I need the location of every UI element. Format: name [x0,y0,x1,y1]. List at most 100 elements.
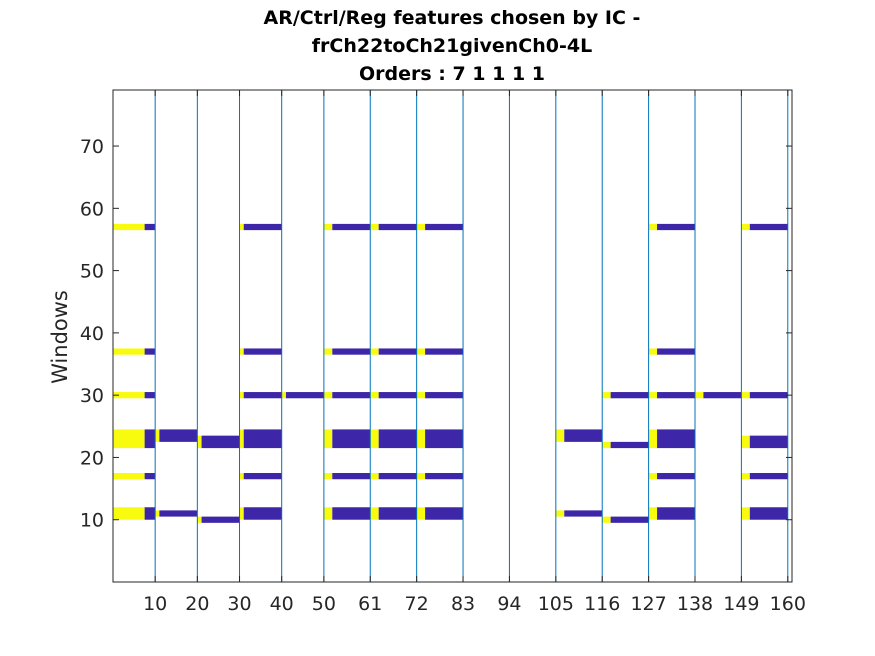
cell-high-s0-r5 [113,223,145,231]
y-tick-label-6: 70 [80,136,104,158]
x-tick-label-9: 105 [538,593,574,615]
cell-high-s1-r1 [155,429,160,442]
cell-high-s12-r0 [741,507,750,520]
cell-high-s9-r0 [602,516,611,523]
y-tick-label-3: 40 [80,323,104,345]
cell-low-s2-r1 [201,435,240,449]
x-tick-label-5: 61 [358,593,382,615]
plot-background [113,90,792,582]
x-tick-label-12: 138 [677,593,713,615]
cell-low-s5-r0 [332,507,371,520]
cell-high-s6-r0 [370,507,379,520]
title-line-2: frCh22toCh21givenCh0-4L [312,35,592,57]
plot-area: 10 20 30 40 50 61 72 83 94 105 116 127 138 149 160 10 2… [80,89,806,615]
y-tick-label-5: 60 [80,198,104,220]
cell-low-s7-r3 [425,392,464,399]
x-axis: 10 20 30 40 50 61 72 83 94 105 116 127 138 149 160 [143,90,806,615]
cell-high-s3-r3 [239,392,244,399]
cell-low-s9-r1 [610,441,649,449]
y-axis-label: Windows [48,290,72,384]
cell-low-s7-r1 [425,473,464,480]
cell-high-s0-r2 [113,429,145,449]
cell-low-s12-r4 [749,223,788,231]
cell-high-s6-r1 [370,473,379,480]
x-tick-label-7: 83 [451,593,475,615]
cell-low-s0-r3 [144,392,156,399]
cell-high-s10-r3 [648,392,658,399]
cell-low-s6-r4 [378,348,417,355]
cell-low-s10-r0 [657,507,695,520]
cell-high-s5-r3 [323,392,333,399]
cell-low-s2-r0 [201,516,240,523]
cell-low-s12-r0 [749,507,788,520]
cell-low-s0-r0 [144,507,156,520]
cell-high-s3-r0 [239,507,244,520]
cell-low-s7-r5 [425,223,464,231]
cell-low-s5-r3 [332,392,371,399]
cell-high-s12-r4 [741,223,750,231]
x-tick-label-0: 10 [143,593,167,615]
cell-low-s3-r3 [243,392,282,399]
cell-high-s10-r5 [648,223,658,231]
y-tick-label-0: 10 [80,510,104,532]
cell-high-s9-r1 [602,441,611,449]
cell-low-s10-r4 [657,348,695,355]
x-tick-label-13: 149 [723,593,759,615]
cell-high-s8-r1 [555,429,565,442]
cell-high-s8-r0 [555,510,565,517]
cell-high-s1-r0 [155,510,160,517]
cell-low-s3-r1 [243,473,282,480]
cell-high-s7-r0 [416,507,426,520]
x-tick-label-2: 30 [227,593,251,615]
cell-high-s6-r2 [370,429,379,449]
cell-low-s0-r5 [144,223,156,231]
cell-high-s3-r5 [239,223,244,231]
title-line-1: AR/Ctrl/Reg features chosen by IC - [264,7,641,29]
cell-high-s10-r0 [648,507,658,520]
cell-high-s6-r3 [370,392,379,399]
cell-low-s11-r0 [703,392,742,399]
cell-high-s6-r4 [370,348,379,355]
cell-low-s8-r1 [564,429,603,442]
cell-low-s5-r4 [332,348,371,355]
cell-low-s3-r2 [243,429,282,449]
cell-low-s5-r5 [332,223,371,231]
cell-low-s8-r0 [564,510,603,517]
cell-high-s5-r2 [323,429,333,449]
cell-high-s4-r0 [281,392,286,399]
cell-high-s7-r5 [416,223,426,231]
y-tick-label-2: 30 [80,385,104,407]
cell-low-s9-r0 [610,516,649,523]
cell-low-s10-r1 [657,473,695,480]
y-tick-label-1: 20 [80,447,104,469]
cell-low-s10-r5 [657,223,695,231]
cell-low-s6-r0 [378,507,417,520]
cell-low-s0-r1 [144,473,156,480]
cell-high-s6-r5 [370,223,379,231]
x-tick-label-1: 20 [185,593,209,615]
cell-high-s9-r2 [602,392,611,399]
cell-high-s5-r4 [323,348,333,355]
cell-low-s7-r0 [425,507,464,520]
cell-high-s2-r1 [197,435,202,449]
x-tick-label-6: 72 [405,593,429,615]
x-tick-label-3: 40 [270,593,294,615]
x-tick-label-11: 127 [630,593,666,615]
cell-high-s7-r3 [416,392,426,399]
cell-high-s7-r2 [416,429,426,449]
title-line-3: Orders : 7 1 1 1 1 [359,63,545,85]
cell-low-s6-r3 [378,392,417,399]
cell-high-s0-r1 [113,473,145,480]
cell-low-s6-r2 [378,429,417,449]
x-tick-label-4: 50 [312,593,336,615]
cell-low-s7-r4 [425,348,464,355]
x-tick-label-10: 116 [584,593,620,615]
cell-low-s12-r1 [749,473,788,480]
cell-low-s0-r4 [144,348,156,355]
cell-low-s7-r2 [425,429,464,449]
chart-title: AR/Ctrl/Reg features chosen by IC - frCh… [264,7,641,85]
cell-low-s10-r3 [657,392,695,399]
cell-high-s3-r1 [239,473,244,480]
separators-layer [154,90,789,582]
